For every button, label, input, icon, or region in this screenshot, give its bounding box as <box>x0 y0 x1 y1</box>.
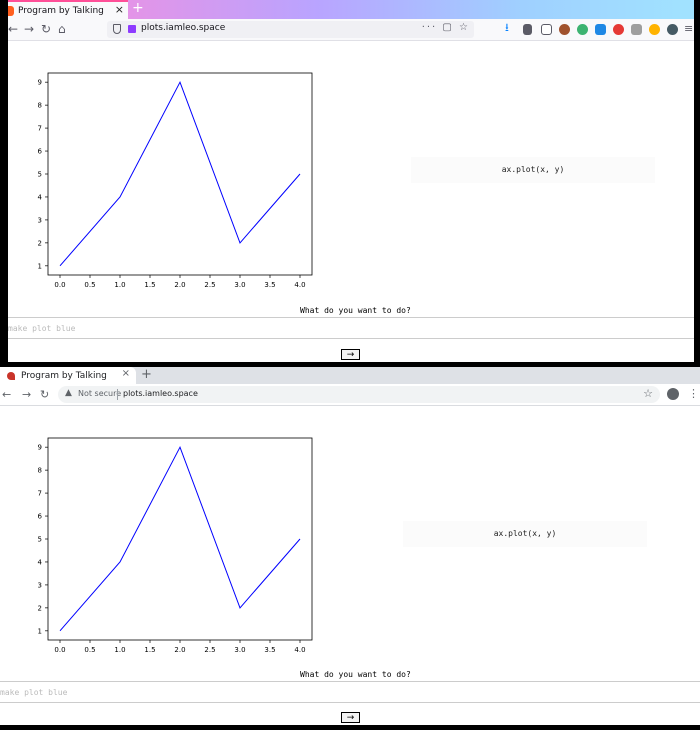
extension-cookie-icon[interactable] <box>559 24 570 35</box>
new-tab-button[interactable]: + <box>141 367 152 382</box>
y-tick-label: 1 <box>38 627 42 635</box>
y-tick-label: 9 <box>38 444 42 452</box>
data-series-line <box>59 445 301 632</box>
warning-icon[interactable]: ▲ <box>65 388 72 398</box>
profile-avatar-icon[interactable] <box>667 388 679 400</box>
command-input[interactable] <box>0 681 700 703</box>
extension-green-icon[interactable] <box>577 24 588 35</box>
y-tick-label: 3 <box>38 216 42 224</box>
y-tick-label: 8 <box>38 102 42 110</box>
submit-button[interactable]: → <box>341 349 360 360</box>
y-tick-label: 7 <box>38 490 42 498</box>
forward-button[interactable]: → <box>22 388 32 401</box>
code-output: ax.plot(x, y) <box>411 157 655 183</box>
library-icon[interactable] <box>523 24 532 35</box>
x-tick-label: 0.0 <box>54 281 65 289</box>
x-tick-label: 1.0 <box>114 646 125 654</box>
url-bar[interactable]: plots.iamleo.space ··· ▢ ☆ <box>107 21 474 38</box>
plot-frame <box>47 72 313 276</box>
chrome-window: Program by Talking × + ← → ↻ ▲ Not secur… <box>0 367 700 725</box>
reload-button[interactable]: ↻ <box>41 22 52 36</box>
extension-smiley-icon[interactable] <box>649 24 660 35</box>
x-tick-label: 3.5 <box>264 646 275 654</box>
y-tick-label: 5 <box>38 536 42 544</box>
y-tick-label: 8 <box>38 467 42 475</box>
chrome-tab-strip: Program by Talking × + <box>0 367 700 384</box>
x-tick-label: 2.5 <box>204 646 215 654</box>
page-actions[interactable]: ··· ▢ ☆ <box>421 22 470 33</box>
code-output: ax.plot(x, y) <box>403 521 647 547</box>
x-tick-label: 0.0 <box>54 646 65 654</box>
omnibox[interactable]: ▲ Not secure plots.iamleo.space ☆ <box>58 386 660 403</box>
y-tick-label: 9 <box>38 79 42 87</box>
tracking-shield-icon[interactable] <box>113 24 121 34</box>
firefox-tab-strip: Program by Talking × + <box>8 0 694 19</box>
x-tick-label: 1.0 <box>114 281 125 289</box>
site-favicon-icon <box>7 371 15 380</box>
back-button[interactable]: ← <box>2 388 12 401</box>
tab-title: Program by Talking <box>18 5 104 16</box>
x-tick-label: 1.5 <box>144 646 155 654</box>
sidebar-icon[interactable] <box>541 24 552 35</box>
tab-title: Program by Talking <box>21 370 107 381</box>
line-chart: 1 2 3 4 5 6 7 8 9 0.0 0.5 1.0 1.5 2.0 2.5 3.0 3.5 4.0 <box>38 437 313 654</box>
tab-close-icon[interactable]: × <box>114 3 124 16</box>
back-button[interactable]: ← <box>8 22 19 36</box>
line-chart: 1 2 3 4 5 6 7 8 9 0.0 0.5 1.0 1.5 2.0 2.5 3.0 3.5 4.0 <box>38 72 313 289</box>
tab-close-icon[interactable]: × <box>121 368 130 379</box>
x-tick-label: 3.5 <box>264 281 275 289</box>
x-tick-label: 1.5 <box>144 281 155 289</box>
y-tick-label: 7 <box>38 125 42 133</box>
x-tick-label: 4.0 <box>294 281 305 289</box>
url-text[interactable]: plots.iamleo.space <box>123 389 198 398</box>
extension-grey-icon[interactable] <box>631 24 642 35</box>
x-tick-label: 2.0 <box>174 281 185 289</box>
extension-blue-icon[interactable] <box>595 24 606 35</box>
omnibox-divider <box>117 389 118 400</box>
x-tick-label: 0.5 <box>84 281 95 289</box>
firefox-toolbar: ← → ↻ ⌂ plots.iamleo.space ··· ▢ ☆ ⭳ ≡ <box>8 19 694 41</box>
permissions-icon[interactable] <box>128 25 136 33</box>
security-label[interactable]: Not secure <box>78 389 122 398</box>
y-tick-label: 3 <box>38 581 42 589</box>
plot-frame <box>47 437 313 641</box>
data-series-line <box>59 80 301 267</box>
chrome-toolbar: ← → ↻ ▲ Not secure plots.iamleo.space ☆ … <box>0 384 700 406</box>
extension-ninja-icon[interactable] <box>667 24 678 35</box>
x-tick-label: 3.0 <box>234 646 245 654</box>
x-tick-label: 2.0 <box>174 646 185 654</box>
new-tab-button[interactable]: + <box>132 0 144 16</box>
y-tick-label: 4 <box>38 193 43 201</box>
menu-icon[interactable]: ≡ <box>684 22 694 35</box>
submit-button[interactable]: → <box>341 712 360 723</box>
url-text[interactable]: plots.iamleo.space <box>141 23 226 33</box>
reload-button[interactable]: ↻ <box>40 388 50 401</box>
home-button[interactable]: ⌂ <box>58 22 66 36</box>
y-tick-label: 6 <box>38 148 43 156</box>
y-tick-label: 1 <box>38 262 42 270</box>
forward-button[interactable]: → <box>24 22 35 36</box>
site-favicon-icon <box>8 5 14 16</box>
page-content: 1 2 3 4 5 6 7 8 9 0.0 0.5 1.0 1.5 2.0 2.5 3.0 3.5 4.0 ax.… <box>8 42 694 362</box>
command-input[interactable] <box>8 317 694 339</box>
prompt-text: What do you want to do? <box>300 670 411 679</box>
more-menu-icon[interactable]: ⋮ <box>688 387 699 400</box>
adblock-icon[interactable] <box>613 24 624 35</box>
firefox-tab[interactable]: Program by Talking × <box>8 0 128 19</box>
y-tick-label: 5 <box>38 171 42 179</box>
download-icon[interactable]: ⭳ <box>505 21 509 34</box>
prompt-text: What do you want to do? <box>300 306 411 315</box>
x-tick-label: 0.5 <box>84 646 95 654</box>
x-tick-label: 2.5 <box>204 281 215 289</box>
x-tick-label: 3.0 <box>234 281 245 289</box>
y-tick-label: 4 <box>38 558 43 566</box>
bookmark-star-icon[interactable]: ☆ <box>643 387 653 400</box>
firefox-window: Program by Talking × + ← → ↻ ⌂ plots.iam… <box>8 0 694 362</box>
chrome-tab[interactable]: Program by Talking × <box>0 367 136 384</box>
x-tick-label: 4.0 <box>294 646 305 654</box>
y-tick-label: 6 <box>38 513 43 521</box>
y-tick-label: 2 <box>38 239 42 247</box>
y-tick-label: 2 <box>38 604 42 612</box>
page-content: 1 2 3 4 5 6 7 8 9 0.0 0.5 1.0 1.5 2.0 2.5 3.0 3.5 4.0 ax.… <box>0 407 700 725</box>
